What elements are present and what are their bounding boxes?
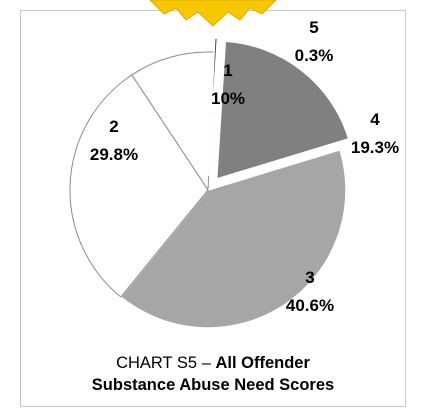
caption-line2: Substance Abuse Need Scores (91, 376, 335, 394)
caption-line1: All Offender (215, 354, 310, 372)
sunburst-decoration (149, 0, 277, 27)
slice-label-2: 2 (109, 117, 118, 136)
slice-label-3: 3 (305, 268, 314, 287)
caption-dash: – (201, 354, 211, 372)
pie-slice-1 (131, 51, 215, 192)
caption-prefix: CHART S5 (116, 354, 198, 372)
slice-label-1: 1 (223, 61, 232, 80)
pie-slice-3 (119, 148, 347, 329)
pie-slice-5 (207, 37, 219, 177)
slice-value-label-2: 29.8% (90, 145, 138, 164)
slice-value-label-3: 40.6% (286, 296, 334, 315)
slice-value-label-5: 0.3% (295, 46, 334, 65)
pie-labels: 1 10% 2 29.8% 3 40.6% 4 19.3% 5 0.3% (90, 18, 399, 315)
slice-value-label-4: 19.3% (351, 138, 399, 157)
pie-slice-2 (69, 74, 209, 298)
pie-slices (69, 37, 350, 329)
pie-slice-4 (215, 40, 350, 181)
slice-label-5: 5 (309, 18, 318, 37)
chart-caption: CHART S5 – All Offender Substance Abuse … (40, 352, 386, 396)
slice-value-label-1: 10% (211, 89, 245, 108)
slice-label-4: 4 (370, 110, 380, 129)
